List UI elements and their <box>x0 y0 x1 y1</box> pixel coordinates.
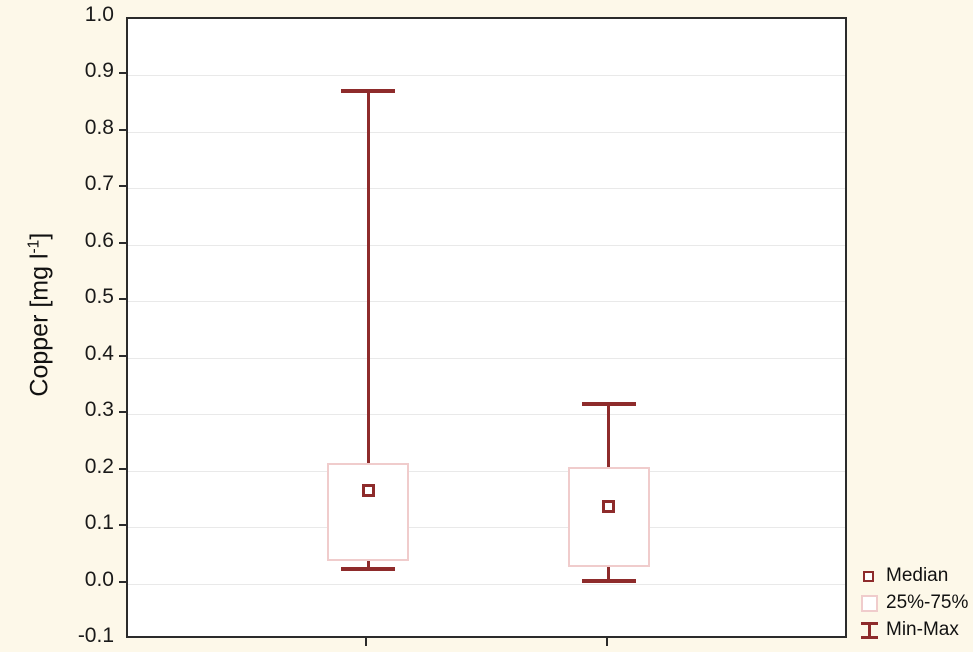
y-axis-tick-mark <box>119 128 127 131</box>
y-axis-tick-mark <box>119 467 127 470</box>
y-axis-tick-label: 0.4 <box>84 341 114 365</box>
x-axis-tick-mark <box>605 637 608 646</box>
gridline <box>128 527 845 529</box>
legend-item-interquartile: 25%-75% <box>858 589 973 616</box>
y-axis-title-base: Copper [mg l <box>25 253 54 397</box>
y-axis-tick-mark <box>119 354 127 357</box>
min-cap <box>581 578 636 583</box>
y-axis-tick-label: 0.9 <box>84 59 114 83</box>
legend-label-median: Median <box>886 564 949 586</box>
interquartile-box <box>327 463 410 561</box>
median-marker <box>602 499 616 513</box>
lower-whisker-line <box>366 560 370 570</box>
y-axis-tick-label: 0.6 <box>84 228 114 252</box>
y-axis-tick-label: 0.2 <box>84 454 114 478</box>
y-axis-tick-label: 1.0 <box>84 3 114 26</box>
plot-area <box>126 17 847 638</box>
y-axis-tick-mark <box>119 524 127 527</box>
y-axis-tick-label: 0.0 <box>84 567 114 591</box>
y-axis-tick-label: 0.7 <box>84 172 114 196</box>
upper-whisker-line <box>607 404 611 468</box>
gridline <box>128 583 845 585</box>
box-range-icon <box>858 592 880 614</box>
gridline <box>128 188 845 190</box>
legend-label-interquartile: 25%-75% <box>886 591 969 613</box>
y-axis-tick-mark <box>119 580 127 583</box>
interquartile-box <box>567 467 650 567</box>
y-axis-tick-mark <box>119 241 127 244</box>
minmax-whisker-icon <box>858 619 880 641</box>
gridline <box>128 75 845 77</box>
legend-item-median: Median <box>858 562 973 589</box>
gridline <box>128 131 845 133</box>
upper-whisker-line <box>366 90 370 464</box>
legend: Median 25%-75% Min-Max <box>858 562 973 643</box>
y-axis-tick-label: 0.5 <box>84 285 114 309</box>
gridline <box>128 414 845 416</box>
y-axis-tick-label: -0.1 <box>77 624 114 647</box>
legend-label-minmax: Min-Max <box>886 618 959 640</box>
gridline <box>128 301 845 303</box>
chart-title <box>430 0 730 6</box>
median-marker-icon <box>858 565 880 587</box>
max-cap <box>581 402 636 407</box>
min-cap <box>341 567 396 572</box>
y-axis-tick-mark <box>119 298 127 301</box>
gridline <box>128 357 845 359</box>
x-axis-tick-mark <box>365 637 368 646</box>
gridline <box>128 244 845 246</box>
y-axis-tick-mark <box>119 411 127 414</box>
y-axis-tick-mark <box>119 185 127 188</box>
y-axis-tick-label: 0.1 <box>84 511 114 535</box>
y-axis-tick-label: 0.3 <box>84 398 114 422</box>
y-axis-tick-label: 0.8 <box>84 115 114 139</box>
y-axis-tick-mark <box>119 72 127 75</box>
gridline <box>128 470 845 472</box>
median-marker <box>361 483 375 497</box>
max-cap <box>341 88 396 93</box>
lower-whisker-line <box>607 566 611 581</box>
legend-item-minmax: Min-Max <box>858 616 973 643</box>
